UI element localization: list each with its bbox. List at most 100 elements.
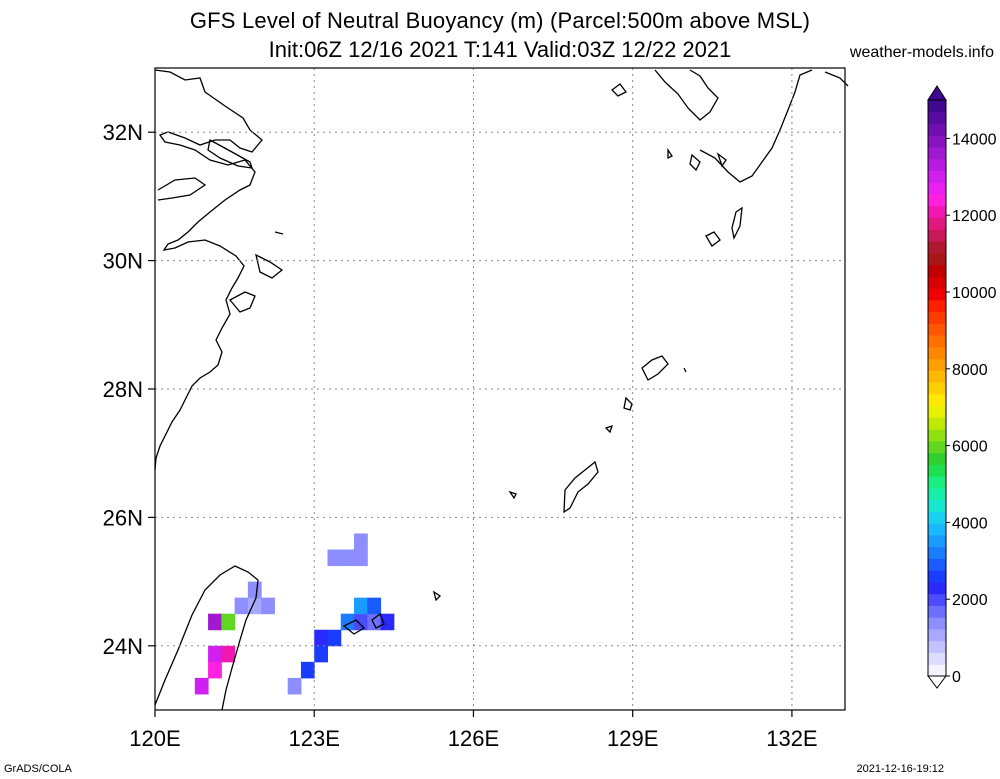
colorbar-segment [928, 288, 946, 301]
field-cell [234, 597, 249, 615]
colorbar-segment [928, 182, 946, 195]
colorbar-segment [928, 405, 946, 418]
tick-label-lat: 26N [103, 505, 143, 530]
field-cell [208, 661, 222, 679]
field-cell [354, 613, 368, 631]
field-cell [194, 677, 209, 695]
colorbar-label: 6000 [952, 439, 988, 456]
field-cell [314, 645, 328, 663]
colorbar-segment [928, 511, 946, 524]
field-cell [221, 645, 236, 663]
map-subtitle: Init:06Z 12/16 2021 T:141 Valid:03Z 12/2… [0, 37, 1000, 63]
field-cell [354, 533, 368, 550]
field-cell [261, 597, 275, 615]
colorbar-segment [928, 523, 946, 536]
title-line-2: Init:06Z 12/16 2021 T:141 Valid:03Z 12/2… [268, 37, 732, 62]
colorbar-segment [928, 593, 946, 606]
field-cell [354, 597, 368, 615]
colorbar-segment [928, 464, 946, 477]
colorbar-segment [928, 370, 946, 383]
colorbar-segment [928, 358, 946, 371]
colorbar-segment [928, 264, 946, 277]
colorbar-label: 8000 [952, 362, 988, 379]
colorbar-segment [928, 299, 946, 313]
colorbar-label: 10000 [952, 285, 997, 302]
colorbar-label: 0 [952, 669, 961, 686]
colorbar-segment [928, 147, 946, 160]
colorbar-segment [928, 111, 946, 125]
field-cell [327, 549, 342, 567]
field-cell [367, 597, 382, 615]
colorbar-segment [928, 170, 946, 183]
colorbar-segment [928, 570, 946, 583]
colorbar-segment [928, 534, 946, 548]
tick-label-lat: 32N [103, 120, 143, 145]
buoyancy-field [194, 533, 395, 695]
colorbar-label: 12000 [952, 208, 997, 225]
field-cell [327, 629, 342, 647]
colorbar-segment [928, 241, 946, 254]
colorbar-segment [928, 311, 946, 324]
colorbar-label: 14000 [952, 131, 997, 148]
colorbar-segment [928, 452, 946, 465]
field-cell [354, 549, 368, 567]
coastlines [154, 69, 849, 711]
tick-label-lat: 30N [103, 249, 143, 274]
colorbar-segment [928, 335, 946, 348]
tick-label-lat: 24N [103, 634, 143, 659]
field-cell [300, 661, 315, 679]
field-cell [380, 613, 395, 631]
tick-label-lat: 28N [103, 377, 143, 402]
colorbar-segment [928, 617, 946, 630]
colorbar-segment [928, 476, 946, 489]
tick-label-lon: 120E [129, 726, 180, 751]
colorbar-segment [928, 581, 946, 595]
colorbar-frame [927, 99, 947, 677]
colorbar-segment [928, 252, 946, 266]
lat-lon-grid [155, 68, 845, 710]
site-credit: weather-models.info [849, 44, 994, 61]
colorbar-min-arrow [927, 675, 947, 689]
colorbar-segment [928, 382, 946, 395]
colorbar-segment [928, 346, 946, 360]
field-cell [367, 613, 382, 631]
colorbar-segment [928, 194, 946, 207]
colorbar-segment [928, 135, 946, 148]
colorbar-max-arrow [927, 85, 947, 101]
colorbar-segment [928, 417, 946, 430]
colorbar-segment [928, 652, 946, 665]
colorbar-segment [928, 605, 946, 618]
colorbar-segment [928, 558, 946, 571]
tick-label-lon: 123E [289, 726, 340, 751]
tick-label-lon: 126E [448, 726, 499, 751]
field-cell [208, 645, 222, 663]
colorbar-segment [928, 205, 946, 219]
colorbar-segment [928, 546, 946, 559]
colorbar-label: 4000 [952, 515, 988, 532]
colorbar-segment [928, 217, 946, 230]
map-title: GFS Level of Neutral Buoyancy (m) (Parce… [0, 8, 1000, 34]
field-cell [314, 629, 328, 647]
field-cell [221, 613, 236, 631]
colorbar-segment [928, 664, 946, 677]
colorbar: 0 2000 4000 6000 8000 10000 12000 14000 [927, 85, 997, 689]
footer-timestamp: 2021-12-16-19:12 [856, 763, 944, 775]
colorbar-segment [928, 323, 946, 336]
colorbar-segment [928, 123, 946, 136]
colorbar-segment [928, 429, 946, 442]
title-line-1: GFS Level of Neutral Buoyancy (m) (Parce… [189, 8, 811, 33]
colorbar-segment [928, 393, 946, 407]
field-cell [208, 613, 222, 631]
colorbar-segment [928, 487, 946, 501]
colorbar-segment [928, 628, 946, 642]
field-cell [340, 549, 355, 567]
tick-label-lon: 132E [766, 726, 817, 751]
field-cell [247, 581, 262, 599]
colorbar-segment [928, 229, 946, 242]
colorbar-segment [928, 499, 946, 512]
colorbar-segment [928, 440, 946, 454]
colorbar-segment [928, 100, 946, 113]
tick-label-lon: 129E [607, 726, 658, 751]
axis-ticks: 120E 123E 126E 129E 132E 24N 26N 28N 30N 32N [103, 120, 818, 751]
